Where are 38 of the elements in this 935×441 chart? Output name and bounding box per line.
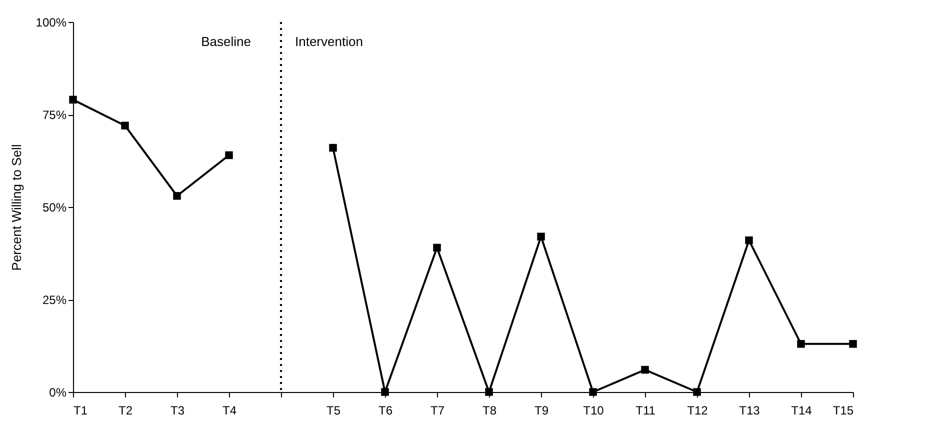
point [485,388,493,396]
annotation: Baseline [201,34,251,49]
x-tick-label: T2 [118,404,133,418]
point [537,232,545,240]
x-tick-label: T11 [636,404,656,418]
y-tick-label: 0% [49,386,67,400]
x-tick-label: T9 [534,404,549,418]
point [849,340,857,348]
y-tick-label: 100% [36,16,67,30]
point [589,388,597,396]
x-tick-label: T13 [739,404,760,418]
x-tick-label: T7 [430,404,445,418]
point [693,388,701,396]
point [381,388,389,396]
point [745,236,753,244]
point [69,96,77,104]
y-axis-title: Percent Willing to Sell [8,144,24,271]
y-tick-label: 25% [42,293,67,307]
x-tick-label: T6 [378,404,393,418]
point [641,366,649,374]
y-tick-label: 50% [42,200,67,214]
point [173,192,181,200]
y-tick-label: 75% [42,108,67,122]
x-tick-label: T15 [832,404,854,418]
x-tick-label: T4 [222,404,237,418]
point [797,340,805,348]
x-tick-label: T3 [170,404,185,418]
x-tick-label: T12 [687,404,708,418]
point [225,151,233,160]
x-tick-label: T14 [791,404,812,418]
annotation: Intervention [295,34,363,49]
point [433,244,441,252]
point [121,122,129,130]
x-tick-label: T5 [326,404,341,418]
x-tick-label: T8 [482,404,497,418]
x-tick-label: T10 [583,404,604,418]
x-tick-label: T1 [74,404,88,418]
point [329,144,337,152]
